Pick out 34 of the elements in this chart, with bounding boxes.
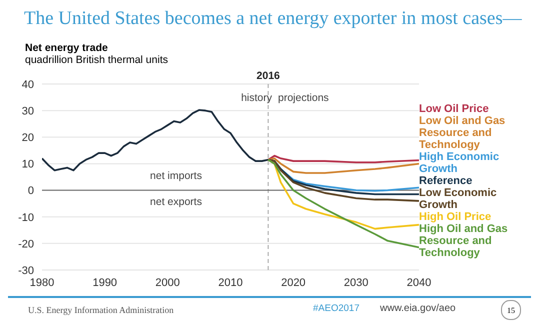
y-tick-label: 10 (22, 158, 34, 171)
text: 15 (501, 300, 521, 320)
x-tick-label: 2030 (344, 276, 368, 289)
text: www.eia.gov/aeo (380, 303, 456, 314)
y-tick-label: -30 (18, 264, 34, 277)
ref-line-label: 2016 (256, 70, 280, 82)
text: U.S. Energy Information Administration (28, 305, 174, 315)
y-tick-label: 0 (28, 185, 34, 198)
series-label: High Economic Growth (419, 151, 500, 175)
y-tick-label: -10 (18, 212, 34, 224)
x-tick-label: 1980 (30, 276, 54, 289)
series-label: Low Oil and Gas Resource and Technology (419, 115, 506, 151)
series-label: Low Economic Growth (419, 187, 498, 211)
series-label: High Oil and Gas Resource and Technology (419, 223, 509, 259)
y-axis-title: Net energy trade (25, 42, 109, 54)
x-tick-label: 2040 (406, 276, 432, 289)
annotation: projections (278, 92, 329, 104)
x-tick-label: 2020 (281, 276, 306, 289)
annotation: net imports (149, 170, 203, 182)
chart-subtitle: quadrillion British thermal units (25, 54, 168, 66)
x-tick-label: 1990 (92, 276, 118, 289)
annotation: net exports (149, 196, 203, 208)
y-tick-label: 30 (22, 105, 34, 118)
x-tick-label: 2010 (218, 276, 243, 289)
chart-title: The United States becomes a net energy exporter in most cases— (24, 8, 522, 30)
series-label: Reference (419, 175, 474, 187)
y-tick-label: 40 (22, 78, 34, 91)
annotation: history (241, 92, 272, 104)
text: Low Oil Price (419, 103, 490, 115)
y-tick-label: -20 (18, 238, 34, 250)
x-tick-label: 2000 (155, 276, 180, 289)
series-label: High Oil Price (419, 211, 492, 223)
y-tick-label: 20 (22, 132, 34, 144)
text: #AEO2017 (313, 303, 360, 314)
